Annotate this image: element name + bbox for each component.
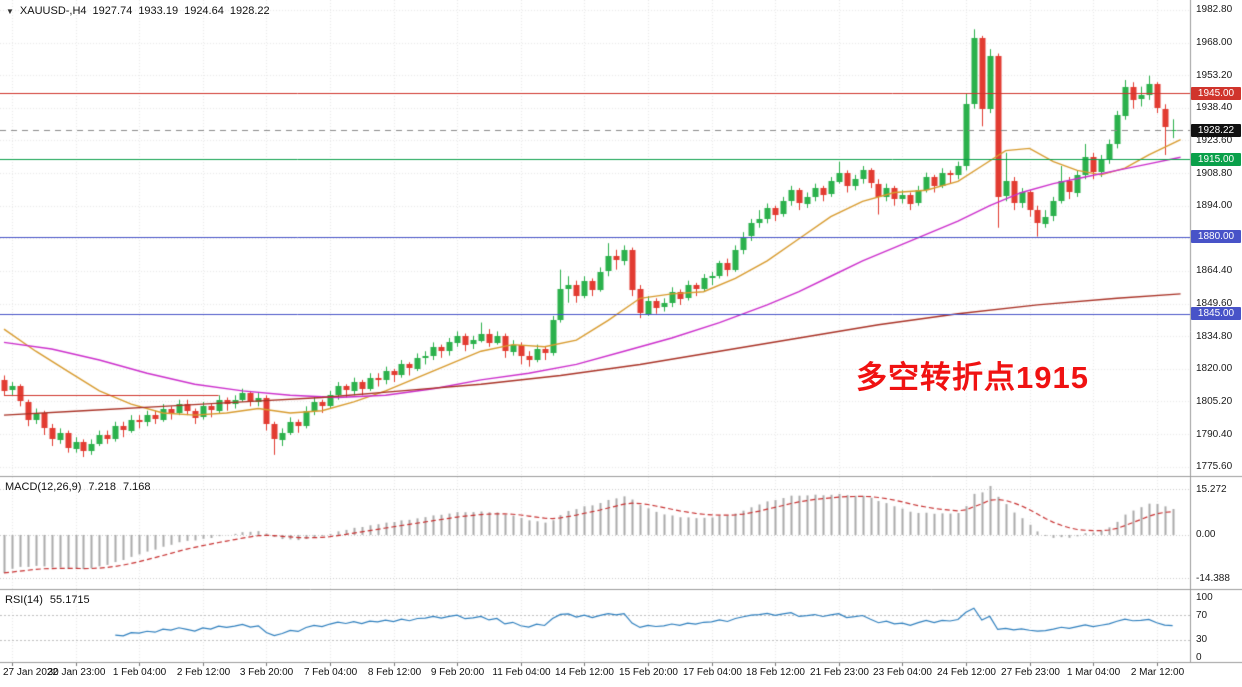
time-tick-label: 21 Feb 23:00 xyxy=(810,667,869,678)
rsi-scale-label: 100 xyxy=(1196,591,1213,603)
macd-scale-label: -14.388 xyxy=(1196,572,1230,584)
macd-value-main: 7.218 xyxy=(88,481,116,493)
time-tick-label: 27 Jan 2022 xyxy=(3,667,59,678)
symbol-dropdown-icon[interactable]: ▼ xyxy=(6,6,14,16)
ohlc-open: 1927.74 xyxy=(92,5,133,17)
time-tick-label: 18 Feb 12:00 xyxy=(746,667,805,678)
time-tick-label: 1 Mar 04:00 xyxy=(1066,667,1121,678)
price-level-tag: 1845.00 xyxy=(1191,307,1241,321)
price-tick-label: 1805.20 xyxy=(1196,395,1233,407)
ohlc-close: 1928.22 xyxy=(229,5,270,17)
time-tick-label: 9 Feb 20:00 xyxy=(430,667,485,678)
time-tick-label: 7 Feb 04:00 xyxy=(303,667,358,678)
price-axis[interactable]: 1982.80 1968.00 1953.20 1938.40 1923.60 1908.… xyxy=(1191,0,1242,687)
time-tick-label: 30 Jan 23:00 xyxy=(47,667,106,678)
macd-scale-label: 15.272 xyxy=(1196,483,1227,495)
time-tick-label: 11 Feb 04:00 xyxy=(492,667,551,678)
macd-indicator-label: MACD(12,26,9) 7.218 7.168 xyxy=(5,481,150,493)
price-level-tag: 1880.00 xyxy=(1191,230,1241,244)
time-tick-label: 8 Feb 12:00 xyxy=(367,667,422,678)
macd-name: MACD(12,26,9) xyxy=(5,481,82,493)
price-tick-label: 1982.80 xyxy=(1196,4,1233,16)
time-tick-label: 14 Feb 12:00 xyxy=(555,667,614,678)
time-tick-label: 15 Feb 20:00 xyxy=(619,667,678,678)
ohlc-high: 1933.19 xyxy=(138,5,179,17)
price-tick-label: 1938.40 xyxy=(1196,102,1233,114)
price-level-tag: 1945.00 xyxy=(1191,86,1241,100)
price-tick-label: 1790.40 xyxy=(1196,428,1233,440)
price-tick-label: 1908.80 xyxy=(1196,167,1233,179)
time-tick-label: 24 Feb 12:00 xyxy=(937,667,996,678)
macd-value-signal: 7.168 xyxy=(122,481,151,493)
rsi-value: 55.1715 xyxy=(49,594,90,606)
rsi-scale-label: 30 xyxy=(1196,634,1208,646)
time-tick-label: 2 Mar 12:00 xyxy=(1130,667,1185,678)
chart-header: ▼ XAUUSD-,H4 1927.74 1933.19 1924.64 192… xyxy=(6,5,270,17)
price-level-tag: 1928.22 xyxy=(1191,123,1241,137)
price-level-tag: 1915.00 xyxy=(1191,152,1241,166)
rsi-indicator-label: RSI(14) 55.1715 xyxy=(5,594,90,606)
time-tick-label: 17 Feb 04:00 xyxy=(683,667,742,678)
macd-scale-label: 0.00 xyxy=(1196,529,1216,541)
time-axis[interactable]: 27 Jan 2022 30 Jan 23:00 1 Feb 04:00 2 Feb … xyxy=(0,665,1190,685)
time-tick-label: 1 Feb 04:00 xyxy=(112,667,167,678)
time-tick-label: 2 Feb 12:00 xyxy=(176,667,231,678)
time-tick-label: 27 Feb 23:00 xyxy=(1001,667,1060,678)
rsi-name: RSI(14) xyxy=(5,594,43,606)
price-tick-label: 1923.60 xyxy=(1196,134,1233,146)
price-tick-label: 1849.60 xyxy=(1196,298,1233,310)
price-tick-label: 1834.80 xyxy=(1196,330,1233,342)
ohlc-low: 1924.64 xyxy=(184,5,224,17)
time-tick-label: 3 Feb 20:00 xyxy=(239,667,294,678)
price-tick-label: 1953.20 xyxy=(1196,69,1233,81)
symbol-timeframe-label: XAUUSD-,H4 xyxy=(19,5,87,17)
chart-text-annotation: 多空转折点1915 xyxy=(856,360,1089,395)
rsi-scale-label: 70 xyxy=(1196,609,1208,621)
price-tick-label: 1864.40 xyxy=(1196,265,1233,277)
time-tick-label: 23 Feb 04:00 xyxy=(873,667,932,678)
price-tick-label: 1968.00 xyxy=(1196,37,1233,49)
price-tick-label: 1820.00 xyxy=(1196,363,1233,375)
rsi-scale-label: 0 xyxy=(1196,652,1202,664)
price-tick-label: 1775.60 xyxy=(1196,461,1233,473)
price-tick-label: 1894.00 xyxy=(1196,200,1233,212)
